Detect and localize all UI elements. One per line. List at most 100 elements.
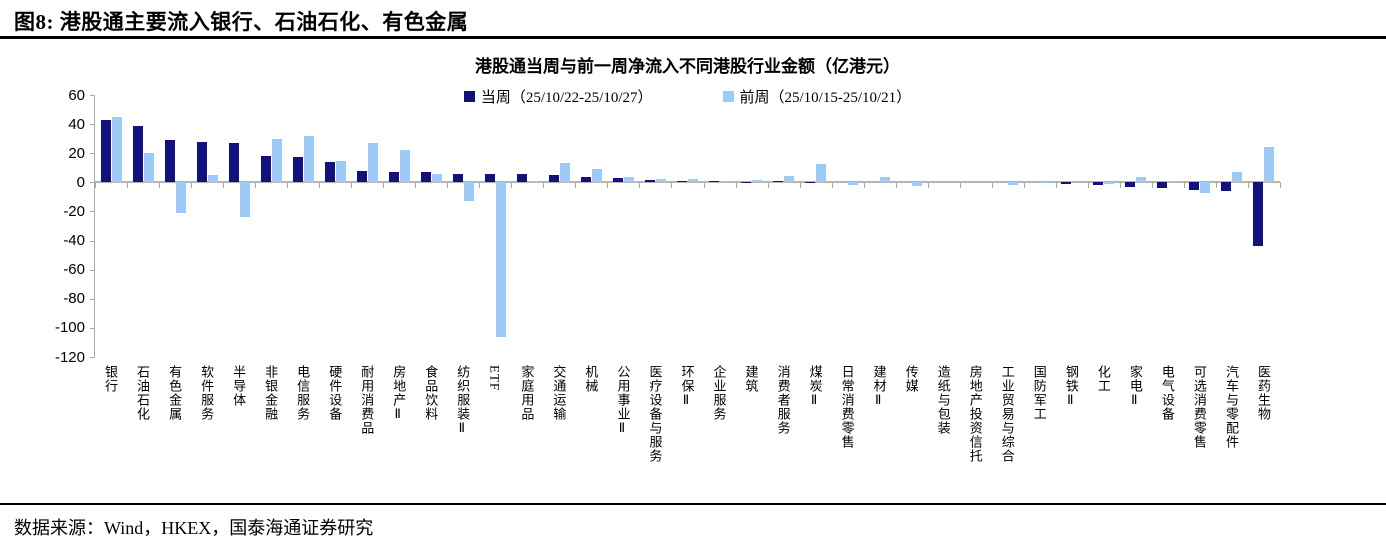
x-axis-label: 建材Ⅱ — [871, 365, 887, 409]
y-axis-tick — [90, 95, 95, 96]
bar-current-week — [516, 173, 527, 183]
bar-previous-week — [623, 176, 634, 183]
x-axis-tick — [1024, 182, 1025, 189]
bar-current-week — [644, 180, 655, 183]
bar-previous-week — [752, 180, 763, 183]
y-axis-tick-label: -100 — [54, 319, 85, 337]
y-axis-tick-label: -120 — [54, 348, 85, 366]
header-divider — [0, 36, 1386, 39]
y-axis-tick-label: 0 — [76, 173, 85, 191]
x-axis-tick — [736, 182, 737, 189]
x-axis-label: 医疗设备与服务 — [647, 365, 663, 463]
figure-caption: 图8: 港股通主要流入银行、石油石化、有色金属 — [14, 10, 469, 34]
x-axis-tick — [383, 182, 384, 189]
x-axis-tick — [607, 182, 608, 189]
x-axis-tick — [1184, 182, 1185, 189]
bar-current-week — [452, 173, 463, 183]
x-axis-tick — [671, 182, 672, 189]
x-axis-label: 机械 — [583, 365, 599, 393]
bar-previous-week — [1136, 176, 1147, 183]
x-axis-tick — [768, 182, 769, 189]
bar-current-week — [1061, 182, 1072, 184]
bar-current-week — [356, 170, 367, 183]
y-axis — [94, 95, 95, 357]
legend-label-current-week: 当周（25/10/22-25/10/27） — [480, 90, 653, 106]
bar-current-week — [196, 141, 207, 183]
bar-current-week — [484, 173, 495, 183]
x-axis-label: 汽车与零配件 — [1223, 365, 1239, 449]
x-axis-label: 工业贸易与综合 — [999, 365, 1015, 463]
y-axis-tick — [90, 269, 95, 271]
x-axis-tick — [575, 182, 576, 189]
x-axis-tick — [1248, 182, 1249, 189]
legend-swatch-current-week-icon — [463, 91, 475, 102]
bar-previous-week — [463, 182, 474, 202]
bar-previous-week — [239, 182, 250, 218]
x-axis-tick — [960, 182, 961, 189]
bar-current-week — [388, 172, 399, 183]
bar-current-week — [292, 156, 303, 183]
bar-current-week — [324, 161, 335, 183]
bar-current-week — [100, 119, 111, 183]
x-axis-label: 非银金融 — [263, 365, 279, 421]
bar-previous-week — [495, 182, 506, 337]
bar-current-week — [1125, 182, 1136, 188]
x-axis-label: 建筑 — [743, 365, 759, 393]
bar-current-week — [709, 181, 720, 183]
bar-current-week — [1189, 182, 1200, 190]
bar-current-week — [612, 177, 623, 183]
bar-current-week — [805, 181, 816, 183]
x-axis-label: 纺织服装Ⅱ — [455, 365, 471, 437]
y-axis-tick-label: 20 — [68, 144, 85, 162]
bar-previous-week — [367, 143, 378, 183]
bar-previous-week — [912, 182, 923, 186]
x-axis-tick — [543, 182, 544, 189]
bar-current-week — [164, 140, 175, 183]
bar-previous-week — [1168, 180, 1179, 183]
x-axis-tick — [287, 182, 288, 189]
plot-area: 60 40 20 0 -20 -40 -60 -80 -100 -120 银行 石油石化 有色金属 软件服… — [55, 88, 1281, 515]
bar-previous-week — [335, 161, 346, 183]
bar-previous-week — [720, 180, 731, 183]
x-axis-label: ETF — [487, 365, 503, 392]
x-axis-label: 化工 — [1095, 365, 1111, 393]
x-axis-tick — [832, 182, 833, 189]
bar-previous-week — [591, 169, 602, 183]
chart-title: 港股通当周与前一周净流入不同港股行业金额（亿港元） — [475, 57, 900, 76]
x-axis-label: 消费者服务 — [775, 365, 791, 435]
bar-previous-week — [784, 175, 795, 183]
y-axis-tick-label: -60 — [63, 261, 85, 279]
y-axis-tick — [90, 298, 95, 300]
bar-current-week — [1157, 182, 1168, 189]
y-axis-tick — [90, 357, 95, 358]
x-axis-tick — [896, 182, 897, 189]
x-axis-tick — [704, 182, 705, 189]
x-axis-tick — [159, 182, 160, 189]
bar-current-week — [580, 176, 591, 183]
y-axis-tick-label: 40 — [68, 115, 85, 133]
y-axis-tick — [90, 327, 95, 329]
x-axis-label: 半导体 — [231, 365, 247, 407]
bar-previous-week — [207, 175, 218, 183]
x-axis-tick — [479, 182, 480, 189]
bar-previous-week — [848, 182, 859, 185]
bar-previous-week — [303, 136, 314, 183]
y-axis-tick-label: -20 — [63, 202, 85, 220]
x-axis-label: 煤炭Ⅱ — [807, 365, 823, 409]
x-axis-tick — [1120, 182, 1121, 189]
x-axis-tick — [992, 182, 993, 189]
bar-current-week — [1253, 182, 1264, 247]
x-axis-tick — [1088, 182, 1089, 189]
x-axis-label: 房地产投资信托 — [967, 365, 983, 463]
bar-previous-week — [688, 179, 698, 183]
bar-current-week — [228, 143, 239, 183]
x-axis-label: 企业服务 — [711, 365, 727, 421]
x-axis-tick — [511, 182, 512, 189]
x-axis-label: 房地产Ⅱ — [391, 365, 407, 423]
bar-previous-week — [655, 178, 666, 183]
x-axis-tick — [255, 182, 256, 189]
x-axis-label: 电信服务 — [295, 365, 311, 421]
x-axis-tick — [800, 182, 801, 189]
bar-previous-week — [1200, 182, 1211, 194]
x-axis-label: 医药生物 — [1255, 365, 1271, 421]
